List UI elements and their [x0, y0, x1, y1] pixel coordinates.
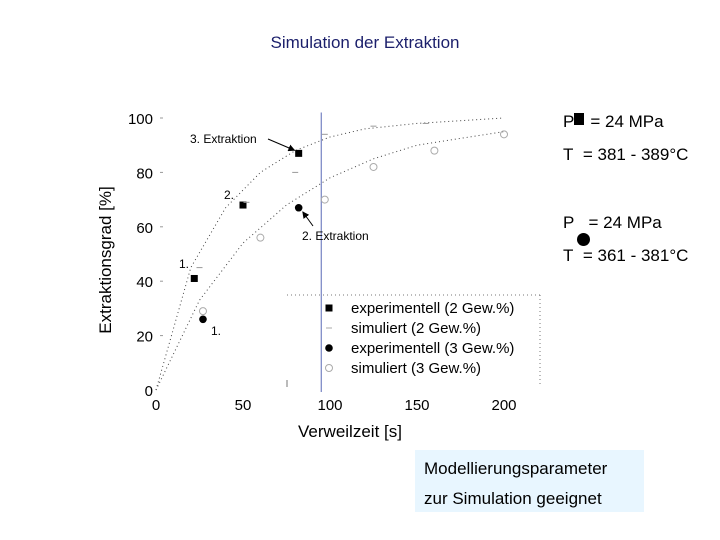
data-point-series-4 [500, 130, 508, 139]
legend-label: experimentell (3 Gew.%) [351, 340, 514, 357]
annotation-label-2: 2. [224, 188, 234, 202]
data-point-series-4 [198, 307, 207, 316]
data-point-series-4 [320, 195, 329, 204]
condition-1-p-label: P [563, 112, 575, 131]
condition-2-p-value: = 24 MPa [588, 213, 662, 232]
condition-1-square-marker [574, 113, 585, 125]
legend-label: simuliert (3 Gew.%) [351, 360, 481, 377]
y-tick-label: 60 [136, 220, 153, 237]
x-axis-label: Verweilzeit [s] [298, 422, 402, 441]
x-tick-label: 0 [152, 397, 160, 414]
condition-2-circle-marker [577, 233, 590, 246]
condition-1-p-value: = 24 MPa [590, 112, 664, 131]
annotation-2-extraktion: 2. Extraktion [302, 229, 369, 243]
annotation-arrow-3-extraktion [267, 138, 296, 152]
condition-1-t-label: T [563, 145, 574, 164]
data-point-series-3 [294, 203, 303, 212]
modelling-note-box: Modellierungsparameter zur Simulation ge… [415, 450, 644, 512]
data-point-series-1 [295, 149, 303, 157]
condition-2-p-label: P [563, 213, 575, 232]
y-tick-label: 20 [136, 329, 153, 346]
data-point-series-4 [256, 233, 265, 242]
data-point-series-4 [430, 146, 439, 155]
data-point-series-3 [199, 315, 207, 324]
legend-marker-open-circle [325, 364, 333, 372]
x-tick-label: 150 [404, 397, 429, 414]
condition-2-pressure: P = 24 MPa [563, 213, 662, 233]
y-axis-label: Extraktionsgrad [%] [96, 186, 115, 333]
y-tick-label: 80 [136, 165, 153, 182]
legend-marker-circle [325, 344, 333, 352]
note-line-1: Modellierungsparameter [424, 459, 608, 478]
annotation-label-1-lower: 1. [211, 324, 221, 338]
condition-2-t-label: T [563, 246, 574, 265]
legend-label: simuliert (2 Gew.%) [351, 320, 481, 337]
annotation-arrow-2-extraktion [302, 211, 314, 227]
x-tick-label: 100 [317, 397, 342, 414]
note-line-2: zur Simulation geeignet [424, 489, 602, 508]
condition-2-temperature: T = 361 - 381°C [563, 246, 688, 266]
condition-2-t-value: = 361 - 381°C [582, 246, 689, 265]
data-point-series-4 [369, 162, 378, 171]
legend-marker-square [325, 304, 333, 312]
y-tick-label: 40 [136, 274, 153, 291]
x-tick-label: 50 [235, 397, 252, 414]
condition-1-pressure: P = 24 MPa [563, 112, 664, 132]
data-point-series-1 [190, 274, 198, 282]
annotation-3-extraktion: 3. Extraktion [190, 132, 257, 146]
page-title: Simulation der Extraktion [270, 33, 460, 52]
condition-1-temperature: T = 381 - 389°C [563, 145, 688, 165]
condition-1-t-value: = 381 - 389°C [582, 145, 689, 164]
y-tick-label: 0 [145, 383, 153, 400]
legend-label: experimentell (2 Gew.%) [351, 300, 514, 317]
x-tick-label: 200 [491, 397, 516, 414]
annotation-label-1-upper: 1. [179, 257, 189, 271]
y-tick-label: 100 [128, 111, 153, 128]
data-point-series-1 [239, 201, 247, 209]
